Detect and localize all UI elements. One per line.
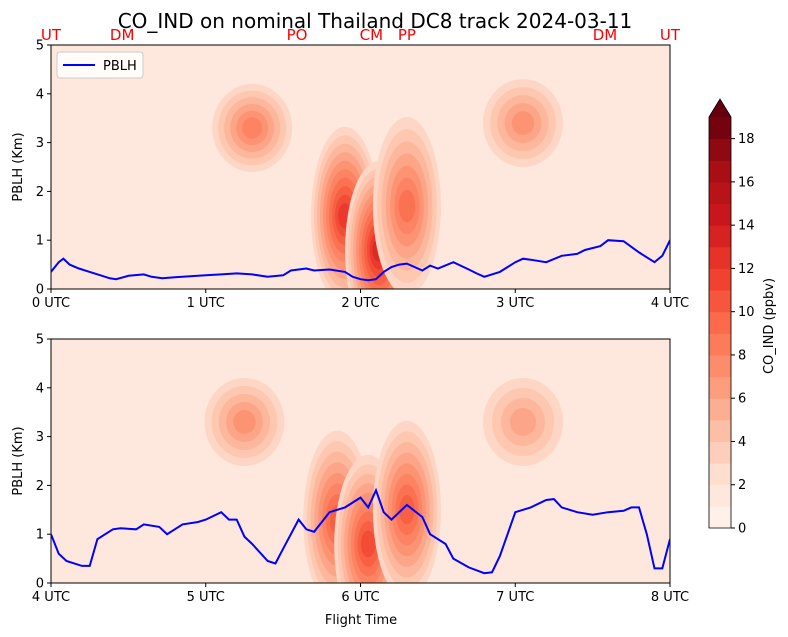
top-x-axis: 0 UTC 1 UTC 2 UTC 3 UTC 4 UTC <box>32 289 689 311</box>
bottom-plot-area <box>50 338 671 584</box>
station-label: CM <box>360 26 383 44</box>
contour-field <box>51 339 670 583</box>
x-tick-label: 3 UTC <box>496 296 534 311</box>
contour-blob <box>212 83 293 172</box>
colorbar-step <box>709 484 731 507</box>
colorbar-step <box>709 117 731 140</box>
colorbar-steps <box>708 98 732 529</box>
colorbar-tick-label: 18 <box>738 132 755 147</box>
contour-level <box>509 407 536 436</box>
colorbar-step <box>709 463 731 486</box>
colorbar-step <box>709 333 731 356</box>
colorbar-step <box>709 138 731 161</box>
colorbar-tick-label: 14 <box>738 219 755 234</box>
x-tick-label: 0 UTC <box>32 296 70 311</box>
colorbar-step <box>709 354 731 378</box>
colorbar-tick-label: 8 <box>738 348 746 363</box>
colorbar-label: CO_IND (ppbv) <box>762 278 777 374</box>
legend-box <box>56 51 144 79</box>
contour-level <box>360 530 376 558</box>
colorbar-step <box>709 203 731 226</box>
bottom-x-axis: 4 UTC 5 UTC 6 UTC 7 UTC 8 UTC <box>32 583 689 605</box>
top-plot-area <box>50 44 671 290</box>
contour-blob <box>372 117 441 289</box>
x-tick-label: 4 UTC <box>651 296 689 311</box>
y-tick-label: 5 <box>36 39 44 54</box>
x-axis-label: Flight Time <box>325 613 397 628</box>
x-tick-label: 6 UTC <box>341 590 379 605</box>
station-label: UT <box>41 26 62 44</box>
contour-level <box>398 189 416 223</box>
contour-level <box>233 409 256 434</box>
legend: PBLH <box>56 51 144 79</box>
bottom-panel: 0 1 2 3 4 5 4 UTC 5 UTC 6 UTC 7 UTC 8 UTC PBLH (K… <box>11 333 689 629</box>
colorbar-step <box>709 376 731 399</box>
colorbar-extend-arrow <box>709 99 731 117</box>
y-tick-label: 3 <box>36 136 44 151</box>
contour-blob <box>372 420 441 583</box>
colorbar-step <box>709 398 731 421</box>
x-tick-label: 5 UTC <box>187 590 225 605</box>
colorbar-ticks: 0 2 4 6 8 10 12 14 16 18 <box>731 132 755 537</box>
x-tick-label: 7 UTC <box>496 590 534 605</box>
station-label: UT <box>660 26 681 44</box>
station-label: DM <box>593 26 618 44</box>
top-y-axis-label: PBLH (Km) <box>11 132 26 201</box>
contour-blob <box>204 377 285 466</box>
colorbar-step <box>709 290 731 313</box>
station-label: PO <box>287 26 308 44</box>
colorbar-tick-label: 2 <box>738 478 746 493</box>
y-tick-label: 1 <box>36 234 44 249</box>
colorbar-step <box>709 419 731 442</box>
y-tick-label: 2 <box>36 479 44 494</box>
pblh-line <box>51 487 670 575</box>
station-label: PP <box>398 26 416 44</box>
bottom-y-axis-label: PBLH (Km) <box>11 426 26 495</box>
y-tick-label: 2 <box>36 185 44 200</box>
y-tick-label: 5 <box>36 333 44 348</box>
contour-blob <box>482 377 563 466</box>
colorbar-tick-label: 6 <box>738 392 746 407</box>
top-panel: UT DM PO CM PP DM UT 0 1 2 3 4 5 0 UTC 1 UTC 2 UTC 3 U… <box>11 26 689 311</box>
legend-entry-pblh: PBLH <box>103 59 137 74</box>
y-tick-label: 4 <box>36 87 44 102</box>
colorbar-outline <box>708 98 732 529</box>
contour-level <box>242 117 263 139</box>
pblh-line <box>51 239 670 282</box>
x-tick-label: 8 UTC <box>651 590 689 605</box>
x-tick-label: 4 UTC <box>32 590 70 605</box>
y-tick-label: 4 <box>36 381 44 396</box>
contour-blob <box>482 79 563 168</box>
colorbar-step <box>709 506 731 529</box>
y-tick-label: 0 <box>36 283 44 298</box>
colorbar-tick-label: 10 <box>738 305 755 320</box>
x-tick-label: 2 UTC <box>341 296 379 311</box>
colorbar-tick-label: 4 <box>738 435 746 450</box>
figure-title: CO_IND on nominal Thailand DC8 track 202… <box>118 9 633 33</box>
colorbar-step <box>709 441 731 464</box>
colorbar-tick-label: 16 <box>738 175 755 190</box>
y-tick-label: 0 <box>36 577 44 592</box>
top-y-axis: 0 1 2 3 4 5 <box>36 39 51 298</box>
y-tick-label: 1 <box>36 528 44 543</box>
contour-field <box>51 45 670 289</box>
colorbar-step <box>709 160 731 183</box>
colorbar-step <box>709 246 731 269</box>
contour-level <box>511 111 535 136</box>
station-labels: UT DM PO CM PP DM UT <box>41 26 681 44</box>
colorbar-step <box>709 225 731 248</box>
contour-level <box>399 495 415 525</box>
station-label: DM <box>110 26 135 44</box>
colorbar-tick-label: 12 <box>738 262 755 277</box>
colorbar: 0 2 4 6 8 10 12 14 16 18 CO_IND (ppbv) <box>708 98 777 537</box>
colorbar-tick-label: 0 <box>738 522 746 537</box>
colorbar-step <box>709 268 731 291</box>
colorbar-step <box>709 311 731 334</box>
y-tick-label: 3 <box>36 430 44 445</box>
x-tick-label: 1 UTC <box>187 296 225 311</box>
colorbar-step <box>709 181 731 205</box>
bottom-y-axis: 0 1 2 3 4 5 <box>36 333 51 592</box>
